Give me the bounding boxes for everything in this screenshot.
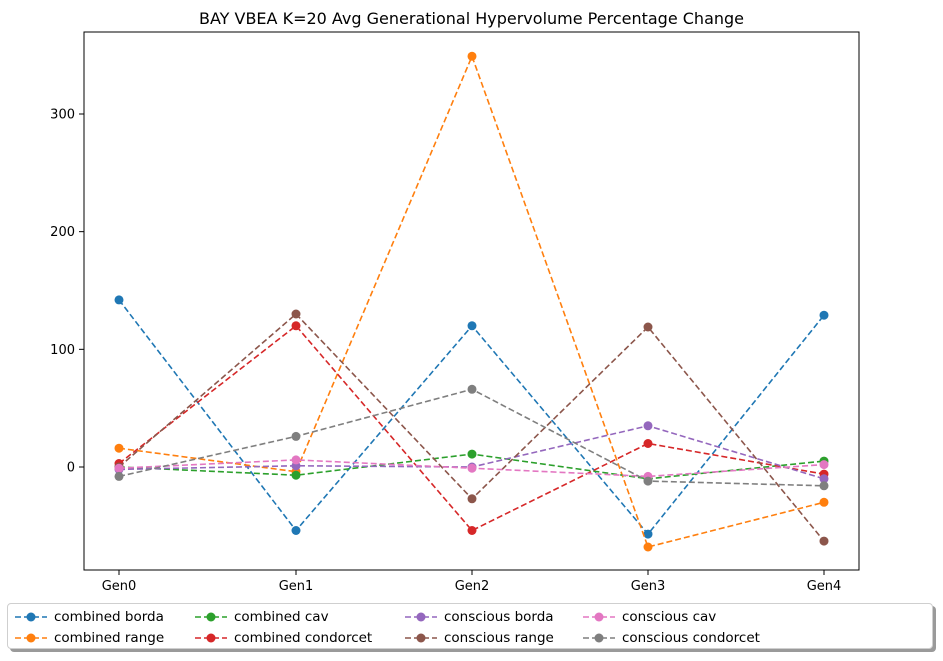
data-point [819,536,829,546]
legend-marker-icon [583,612,615,622]
data-point [643,421,653,431]
legend-marker-icon [195,633,227,643]
data-point [643,542,653,552]
x-tick-label: Gen3 [631,579,666,594]
data-point [643,476,653,486]
data-point [467,526,477,535]
data-point [467,384,477,394]
legend-item: conscious cav [582,607,716,627]
x-axis: Gen0 Gen1 Gen2 Gen3 Gen4 [102,570,842,594]
legend-item: combined range [14,628,164,648]
legend-marker-icon [195,612,227,622]
x-tick-label: Gen0 [102,579,137,594]
legend-item: combined cav [194,607,329,627]
legend-marker-icon [405,612,437,622]
data-point [114,463,124,473]
legend-label: combined range [54,630,165,646]
data-point [114,471,124,481]
series-group [114,51,829,552]
data-point [291,321,301,331]
series-combined-borda [114,295,829,539]
data-point [291,470,301,480]
legend-marker-icon [583,633,615,643]
y-axis: 0 100 200 300 [50,107,84,476]
legend-marker-icon [15,612,47,622]
data-point [819,497,829,507]
legend-label: conscious borda [444,609,554,625]
data-point [291,455,301,465]
data-point [643,322,653,332]
data-point [114,295,124,305]
legend-item: conscious range [404,628,554,648]
data-point [819,310,829,320]
data-point [643,439,653,448]
legend-label: combined condorcet [234,630,373,646]
legend-item: conscious borda [404,607,554,627]
legend-label: combined cav [234,609,329,625]
series-conscious-cav [114,455,829,481]
plot-area [83,31,860,571]
legend: combined borda combined range combined cav… [7,603,933,649]
data-point [819,481,829,491]
y-tick-label: 0 [67,461,75,476]
data-point [819,460,829,470]
data-point [467,51,477,61]
legend-label: conscious condorcet [622,630,760,646]
x-tick-label: Gen2 [455,579,490,594]
y-tick-label: 200 [50,225,75,240]
legend-label: conscious cav [622,609,717,625]
legend-label: conscious range [444,630,554,646]
series-line [118,54,825,548]
y-tick-label: 100 [50,343,75,358]
legend-marker-icon [15,633,47,643]
data-point [467,463,477,473]
data-point [819,474,829,484]
data-point [291,431,301,441]
series-conscious-condorcet [114,384,829,491]
data-point [291,526,301,535]
x-tick-label: Gen4 [807,579,842,594]
data-point [291,309,301,319]
data-point [114,443,124,453]
data-point [643,529,653,539]
x-tick-label: Gen1 [279,579,314,594]
data-point [467,494,477,504]
legend-item: combined borda [14,607,164,627]
legend-label: combined borda [54,609,164,625]
legend-item: combined condorcet [194,628,372,648]
legend-item: conscious condorcet [582,628,760,648]
data-point [467,449,477,459]
legend-marker-icon [405,633,437,643]
y-tick-label: 300 [50,107,75,122]
series-line [118,324,825,532]
data-point [467,321,477,331]
chart-title: BAY VBEA K=20 Avg Generational Hypervolu… [199,9,744,28]
